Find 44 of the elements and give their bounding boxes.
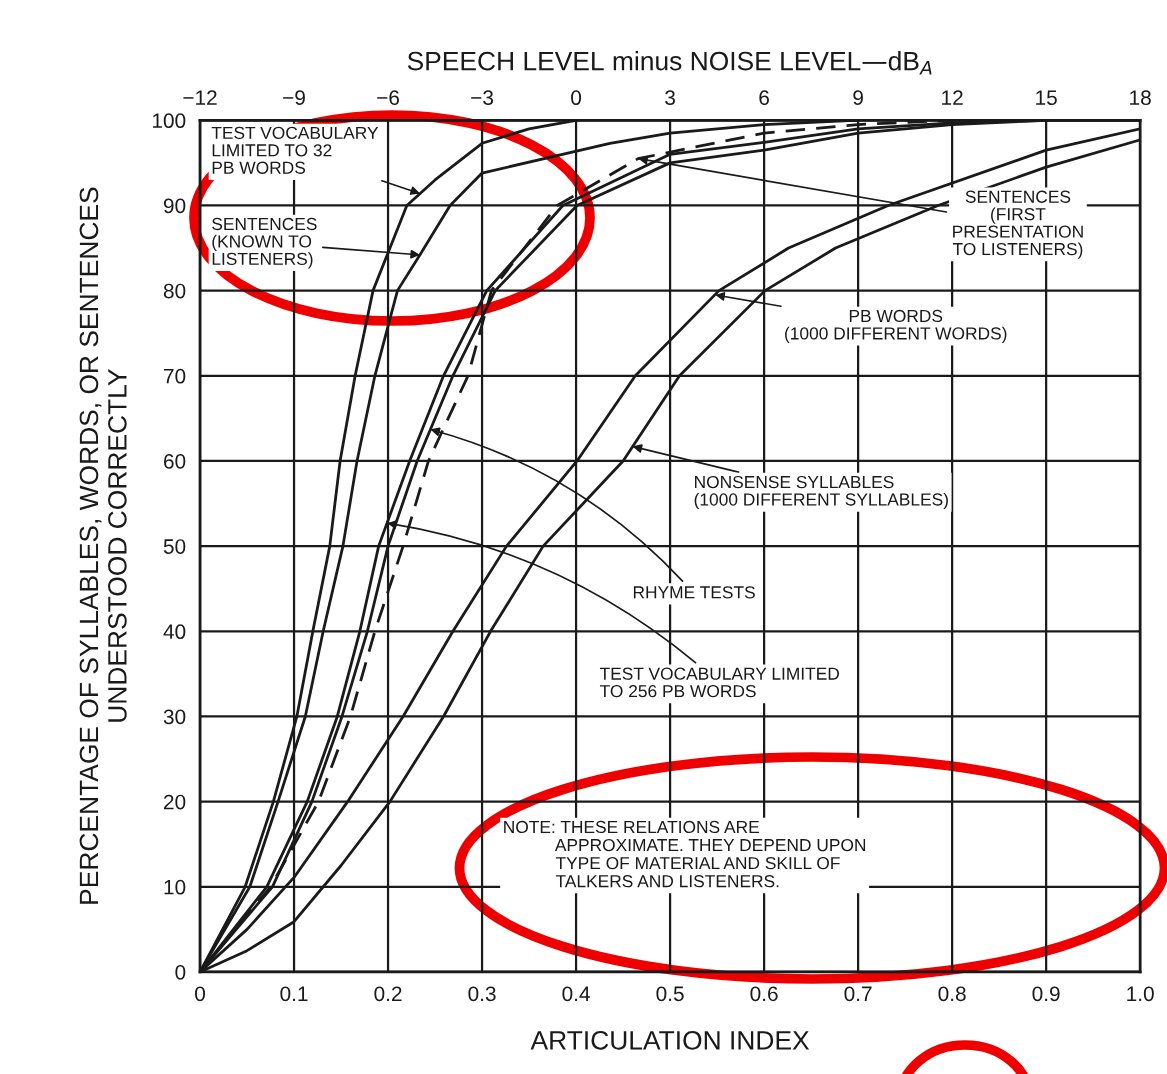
x-tick-label: 0.6	[750, 986, 778, 1002]
annotation: SENTENCES (FIRST PRESENTATION TO LISTENERS)	[952, 190, 1083, 259]
x2-tick-label: −12	[183, 90, 217, 105]
annotation: NOTE: THESE RELATIONS ARE APPROXIMATE. THEY DEPEND UPON TYPE OF MATERIAL AND SKILL OF TALKERS AND LISTENERS.	[504, 820, 866, 888]
x2-tick-label: 12	[942, 90, 963, 105]
x-tick-label: 0.1	[280, 986, 308, 1002]
y-tick-label: 100	[152, 113, 186, 129]
y-tick-label: 80	[163, 283, 186, 299]
x-tick-label: 0.7	[844, 986, 872, 1002]
x2-tick-label: 15	[1036, 90, 1057, 106]
y-tick-label: 60	[164, 453, 186, 469]
x-tick-label: 0.3	[468, 986, 496, 1002]
annotation: NONSENSE SYLLABLES (1000 DIFFERENT SYLLABLES)	[694, 475, 948, 510]
x2-tick-label: 0	[571, 90, 582, 106]
annotation: SENTENCES (KNOWN TO LISTENERS)	[212, 217, 317, 269]
annotation: TEST VOCABULARY LIMITED TO 32 PB WORDS	[211, 126, 379, 174]
x-tick-label: 0.8	[938, 986, 966, 1002]
x-tick-label: 0.4	[562, 986, 590, 1002]
y-tick-label: 20	[164, 794, 186, 810]
y-tick-label: 70	[164, 368, 186, 384]
y-tick-label: 50	[163, 539, 186, 554]
y-tick-label: 90	[163, 198, 186, 214]
x2-tick-label: 9	[853, 90, 863, 106]
x2-tick-label: −3	[471, 90, 494, 106]
y-tick-label: 30	[163, 709, 186, 725]
x2-axis-title: SPEECH LEVEL minus NOISE LEVEL—dB$_{A}$	[407, 51, 932, 75]
annotation: TEST VOCABULARY LIMITED TO 256 PB WORDS	[599, 667, 840, 698]
y-tick-label: 0	[175, 964, 186, 980]
y-axis-title: PERCENTAGE OF SYLLABLES, WORDS, OR SENTENCES UNDERSTOOD CORRECTLY	[79, 187, 127, 904]
x2-tick-label: 3	[665, 90, 675, 106]
x-tick-label: 0.2	[374, 986, 402, 1002]
y-tick-label: 40	[163, 624, 186, 640]
x2-tick-label: 18	[1130, 90, 1151, 106]
x-tick-label: 0.5	[656, 986, 684, 1002]
annotation: RHYME TESTS	[633, 586, 755, 599]
x-tick-label: 0.9	[1032, 986, 1060, 1002]
annotation: PB WORDS (1000 DIFFERENT WORDS)	[785, 309, 1007, 343]
x2-tick-label: −6	[377, 90, 400, 106]
x-axis-title: ARTICULATION INDEX	[530, 1030, 810, 1050]
y-tick-label: 10	[164, 879, 186, 895]
x-tick-label: 0	[195, 986, 205, 1002]
x2-tick-label: −9	[283, 90, 305, 106]
x-tick-label: 1.0	[1127, 986, 1154, 1002]
x2-tick-label: 6	[759, 90, 769, 106]
